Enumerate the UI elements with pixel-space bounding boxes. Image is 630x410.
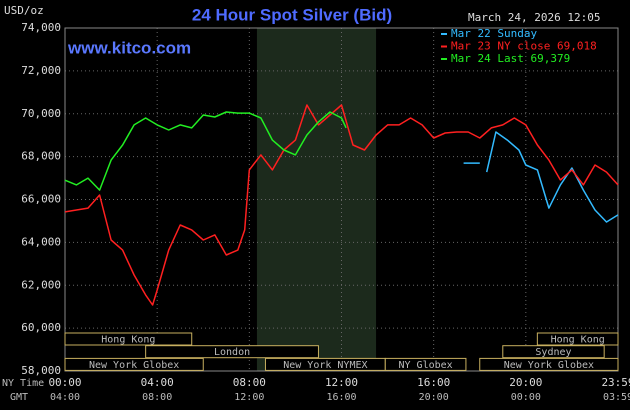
y-tick-label: 60,000 (21, 321, 61, 334)
x2-tick-label: 16:00 (326, 392, 356, 403)
y-tick-label: 62,000 (21, 278, 61, 291)
x2-tick-label: 20:00 (419, 392, 449, 403)
session-box (64, 332, 193, 346)
session-label: NY Globex (399, 360, 453, 371)
session-box (536, 332, 619, 346)
x2-tick-label: 12:00 (234, 392, 264, 403)
plot-frame (64, 27, 619, 372)
session-box (384, 357, 467, 371)
y-tick-label: 72,000 (21, 64, 61, 77)
session-box (145, 345, 319, 359)
x-tick-label: 12:00 (325, 376, 358, 389)
legend-label: Mar 23 NY close 69,018 (451, 40, 597, 53)
series-line (463, 131, 619, 223)
legend-label: Mar 22 Sunday (451, 27, 537, 40)
x-tick-label: 08:00 (233, 376, 266, 389)
y-tick-label: 74,000 (21, 21, 61, 34)
shaded-session (256, 28, 377, 371)
timestamp: March 24, 2026 12:05 (468, 11, 600, 24)
x2-axis-label: GMT (10, 392, 28, 403)
y-tick-label: 70,000 (21, 107, 61, 120)
x-tick-label: 04:00 (141, 376, 174, 389)
session-label: London (214, 347, 250, 358)
session-box (479, 357, 619, 371)
session-box (64, 357, 204, 371)
session-box (502, 345, 605, 359)
y-tick-label: 66,000 (21, 193, 61, 206)
x-axis-label: NY Time (2, 378, 44, 389)
y-tick-label: 64,000 (21, 235, 61, 248)
session-label: Hong Kong (101, 335, 155, 346)
x2-tick-label: 08:00 (142, 392, 172, 403)
x2-tick-label: 03:59 (603, 392, 630, 403)
y-tick-label: 68,000 (21, 150, 61, 163)
session-label: Hong Kong (551, 335, 605, 346)
legend-label: Mar 24 Last 69,379 (451, 52, 570, 65)
session-label: New York NYMEX (283, 360, 367, 371)
series-line (64, 104, 619, 306)
x-tick-label: 23:59 (601, 376, 630, 389)
chart-title: 24 Hour Spot Silver (Bid) (192, 5, 392, 24)
series-line (64, 111, 347, 191)
y-axis-label: USD/oz (4, 4, 44, 17)
x2-tick-label: 00:00 (511, 392, 541, 403)
session-label: New York Globex (504, 360, 594, 371)
x-tick-label: 16:00 (417, 376, 450, 389)
x2-tick-label: 04:00 (50, 392, 80, 403)
x-tick-label: 00:00 (48, 376, 81, 389)
y-tick-label: 58,000 (21, 364, 61, 377)
session-label: New York Globex (89, 360, 179, 371)
session-label: Sydney (535, 347, 571, 358)
x-tick-label: 20:00 (509, 376, 542, 389)
website: www.kitco.com (67, 38, 191, 57)
